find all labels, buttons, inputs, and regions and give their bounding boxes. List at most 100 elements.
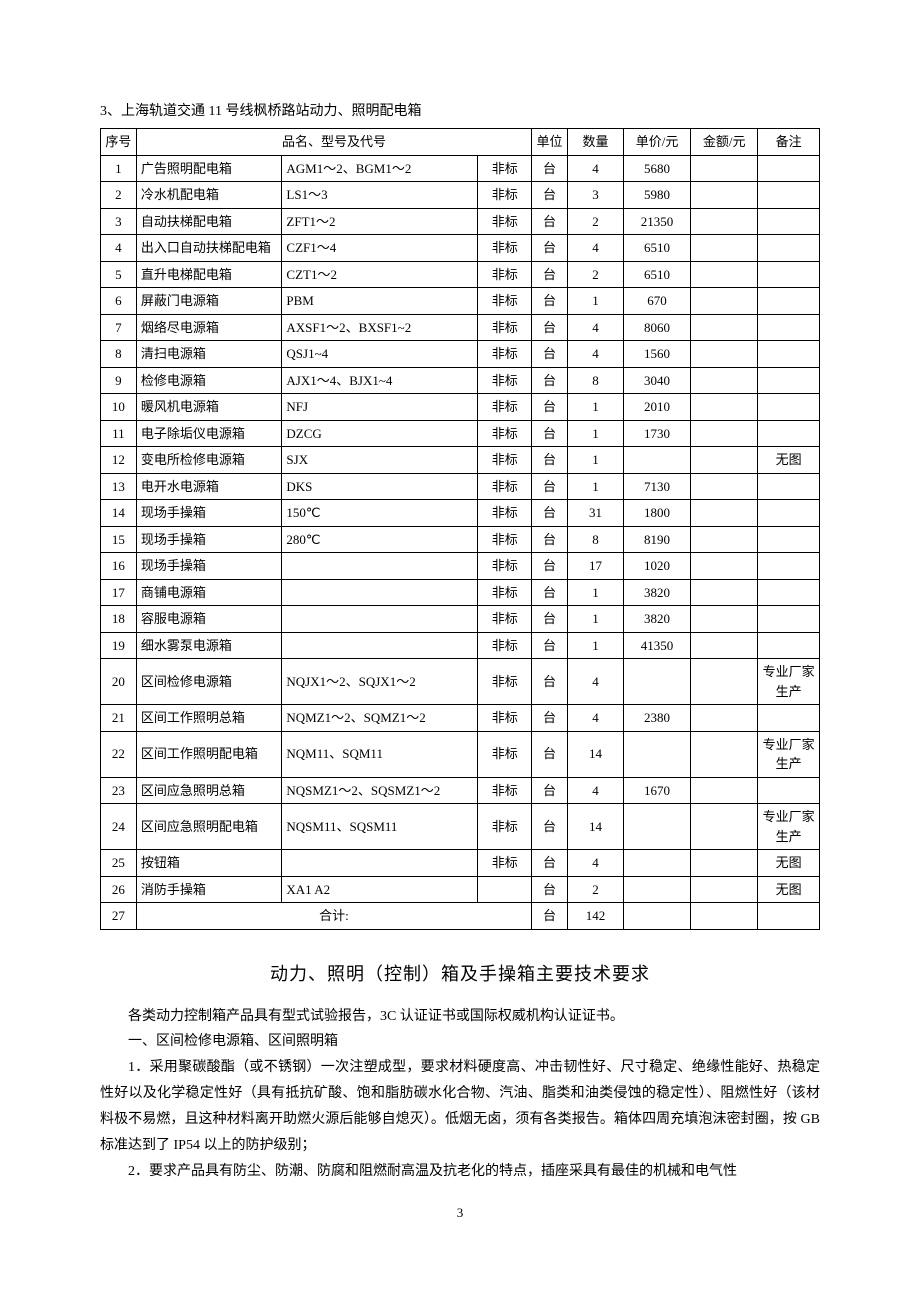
- cell-std: 非标: [478, 394, 532, 421]
- cell-note: [758, 705, 820, 732]
- cell-std: [478, 876, 532, 903]
- cell-seq: 7: [101, 314, 137, 341]
- table-row: 12变电所检修电源箱SJX非标台1无图: [101, 447, 820, 474]
- cell-note: [758, 208, 820, 235]
- cell-qty: 1: [567, 473, 623, 500]
- cell-qty: 4: [567, 777, 623, 804]
- cell-unit: 台: [532, 579, 568, 606]
- cell-unit-price: 5980: [623, 182, 690, 209]
- col-unit: 单位: [532, 129, 568, 156]
- cell-qty: 1: [567, 288, 623, 315]
- cell-name: 商铺电源箱: [136, 579, 282, 606]
- cell-qty: 1: [567, 606, 623, 633]
- cell-unit: 台: [532, 731, 568, 777]
- col-unit-price: 单价/元: [623, 129, 690, 156]
- cell-model: [282, 632, 478, 659]
- cell-name: 直升电梯配电箱: [136, 261, 282, 288]
- cell-seq: 26: [101, 876, 137, 903]
- table-row: 10暖风机电源箱NFJ非标台12010: [101, 394, 820, 421]
- cell-note: [758, 341, 820, 368]
- cell-note: [758, 367, 820, 394]
- cell-std: 非标: [478, 500, 532, 527]
- table-row: 24区间应急照明配电箱NQSM11、SQSM11非标台14专业厂家生产: [101, 804, 820, 850]
- cell-unit: 台: [532, 288, 568, 315]
- cell-note: [758, 903, 820, 930]
- cell-unit: 台: [532, 606, 568, 633]
- cell-unit: 台: [532, 777, 568, 804]
- cell-seq: 12: [101, 447, 137, 474]
- cell-qty: 1: [567, 579, 623, 606]
- cell-model: 280℃: [282, 526, 478, 553]
- cell-std: 非标: [478, 632, 532, 659]
- col-note: 备注: [758, 129, 820, 156]
- cell-model: [282, 553, 478, 580]
- cell-name: 清扫电源箱: [136, 341, 282, 368]
- cell-seq: 19: [101, 632, 137, 659]
- cell-unit: 台: [532, 261, 568, 288]
- cell-note: [758, 235, 820, 262]
- cell-unit-price: 670: [623, 288, 690, 315]
- table-row: 22区间工作照明配电箱NQM11、SQM11非标台14专业厂家生产: [101, 731, 820, 777]
- cell-qty: 1: [567, 447, 623, 474]
- cell-seq: 10: [101, 394, 137, 421]
- table-row: 26消防手操箱XA1 A2台2无图: [101, 876, 820, 903]
- col-amount: 金额/元: [691, 129, 758, 156]
- cell-model: AJX1～4、BJX1~4: [282, 367, 478, 394]
- cell-model: XA1 A2: [282, 876, 478, 903]
- cell-name: 电开水电源箱: [136, 473, 282, 500]
- cell-unit-price: 6510: [623, 235, 690, 262]
- cell-std: 非标: [478, 314, 532, 341]
- cell-unit: 台: [532, 420, 568, 447]
- tech-heading: 动力、照明（控制）箱及手操箱主要技术要求: [100, 960, 820, 986]
- cell-unit: 台: [532, 367, 568, 394]
- para-1: 各类动力控制箱产品具有型式试验报告，3C 认证证书或国际权威机构认证证书。: [100, 1004, 820, 1030]
- cell-name: 现场手操箱: [136, 526, 282, 553]
- cell-seq: 22: [101, 731, 137, 777]
- cell-unit: 台: [532, 526, 568, 553]
- table-row: 15现场手操箱280℃非标台88190: [101, 526, 820, 553]
- cell-amount: [691, 659, 758, 705]
- cell-qty: 2: [567, 876, 623, 903]
- cell-unit-price: [623, 903, 690, 930]
- cell-unit-price: [623, 659, 690, 705]
- cell-unit: 台: [532, 553, 568, 580]
- cell-model: [282, 606, 478, 633]
- cell-unit: 台: [532, 876, 568, 903]
- table-row: 17商铺电源箱非标台13820: [101, 579, 820, 606]
- table-row: 8清扫电源箱QSJ1~4非标台41560: [101, 341, 820, 368]
- cell-amount: [691, 235, 758, 262]
- cell-name: 自动扶梯配电箱: [136, 208, 282, 235]
- col-seq: 序号: [101, 129, 137, 156]
- cell-seq: 8: [101, 341, 137, 368]
- section-title: 3、上海轨道交通 11 号线枫桥路站动力、照明配电箱: [100, 100, 820, 120]
- cell-unit-price: 3820: [623, 579, 690, 606]
- cell-std: 非标: [478, 420, 532, 447]
- cell-name: 电子除垢仪电源箱: [136, 420, 282, 447]
- cell-unit-price: 7130: [623, 473, 690, 500]
- table-row: 1广告照明配电箱AGM1～2、BGM1～2非标台45680: [101, 155, 820, 182]
- cell-unit: 台: [532, 903, 568, 930]
- cell-std: 非标: [478, 526, 532, 553]
- cell-std: 非标: [478, 235, 532, 262]
- table-total-row: 27合计:台142: [101, 903, 820, 930]
- table-row: 7烟络尽电源箱AXSF1～2、BXSF1~2非标台48060: [101, 314, 820, 341]
- cell-qty: 142: [567, 903, 623, 930]
- cell-name: 暖风机电源箱: [136, 394, 282, 421]
- cell-name: 检修电源箱: [136, 367, 282, 394]
- cell-model: DZCG: [282, 420, 478, 447]
- cell-qty: 4: [567, 235, 623, 262]
- cell-std: 非标: [478, 850, 532, 877]
- cell-qty: 4: [567, 659, 623, 705]
- cell-note: [758, 606, 820, 633]
- cell-std: 非标: [478, 341, 532, 368]
- cell-unit-price: [623, 804, 690, 850]
- cell-seq: 5: [101, 261, 137, 288]
- cell-amount: [691, 850, 758, 877]
- cell-name: 区间检修电源箱: [136, 659, 282, 705]
- cell-unit: 台: [532, 659, 568, 705]
- table-row: 6屏蔽门电源箱PBM非标台1670: [101, 288, 820, 315]
- cell-unit-price: 1020: [623, 553, 690, 580]
- cell-std: 非标: [478, 288, 532, 315]
- table-row: 20区间检修电源箱NQJX1～2、SQJX1～2非标台4专业厂家生产: [101, 659, 820, 705]
- cell-unit-price: 1670: [623, 777, 690, 804]
